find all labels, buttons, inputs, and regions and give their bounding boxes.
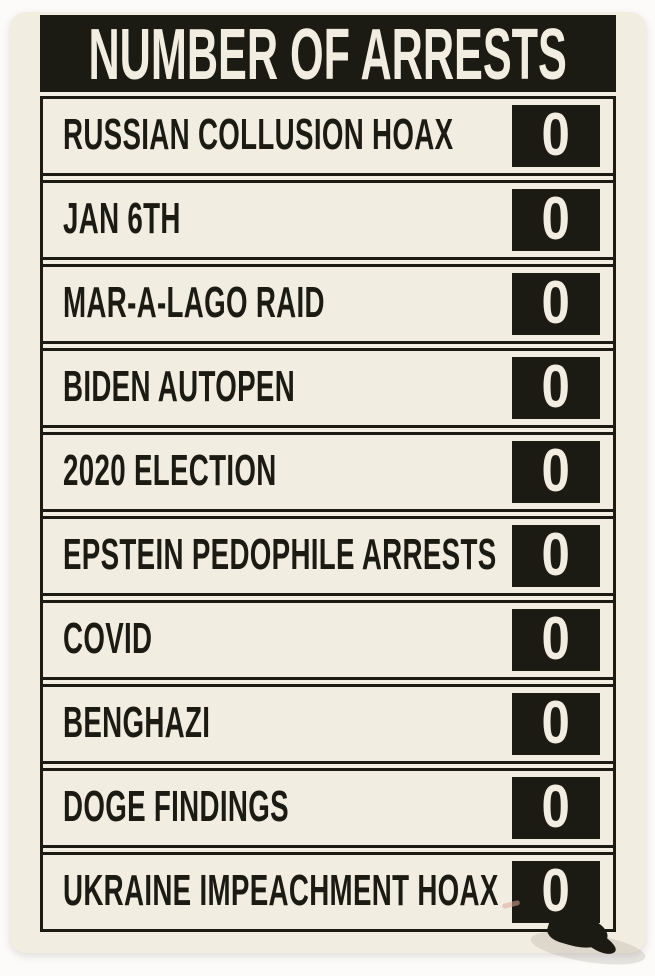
- row-value: 0: [541, 856, 571, 924]
- row-value-box: 0: [512, 352, 600, 420]
- row-label: COVID: [63, 614, 153, 664]
- table-body: RUSSIAN COLLUSION HOAX 0 JAN 6TH 0 MAR-A…: [40, 96, 616, 932]
- row-label: MAR-A-LAGO RAID: [63, 278, 325, 328]
- table-row: RUSSIAN COLLUSION HOAX 0: [43, 96, 613, 176]
- row-label: 2020 ELECTION: [63, 446, 277, 496]
- row-value-box: 0: [512, 268, 600, 336]
- row-value-box: 0: [512, 688, 600, 756]
- scoreboard-card: NUMBER OF ARRESTS RUSSIAN COLLUSION HOAX…: [10, 12, 648, 971]
- row-label: BIDEN AUTOPEN: [63, 362, 296, 412]
- arrests-table: NUMBER OF ARRESTS RUSSIAN COLLUSION HOAX…: [40, 15, 616, 932]
- table-header: NUMBER OF ARRESTS: [40, 15, 616, 92]
- row-label: EPSTEIN PEDOPHILE ARRESTS: [63, 530, 497, 580]
- row-label: UKRAINE IMPEACHMENT HOAX: [63, 866, 499, 916]
- table-row: 2020 ELECTION 0: [43, 432, 613, 512]
- row-value: 0: [541, 688, 571, 756]
- table-row: EPSTEIN PEDOPHILE ARRESTS 0: [43, 516, 613, 596]
- row-value: 0: [541, 100, 571, 168]
- table-row: COVID 0: [43, 600, 613, 680]
- row-value-box: 0: [512, 772, 600, 840]
- row-value: 0: [541, 772, 571, 840]
- row-label: BENGHAZI: [63, 698, 211, 748]
- table-row: UKRAINE IMPEACHMENT HOAX 0: [43, 852, 613, 932]
- table-row: DOGE FINDINGS 0: [43, 768, 613, 848]
- table-title: NUMBER OF ARRESTS: [88, 14, 568, 95]
- row-label: DOGE FINDINGS: [63, 782, 289, 832]
- table-row: BIDEN AUTOPEN 0: [43, 348, 613, 428]
- row-value-box: 0: [512, 100, 600, 168]
- row-value-box: 0: [512, 604, 600, 672]
- row-label: RUSSIAN COLLUSION HOAX: [63, 110, 454, 160]
- row-value-box: 0: [512, 184, 600, 252]
- row-label: JAN 6TH: [63, 194, 181, 244]
- row-value: 0: [541, 184, 571, 252]
- row-value: 0: [541, 436, 571, 504]
- row-value: 0: [541, 604, 571, 672]
- row-value: 0: [541, 520, 571, 588]
- table-row: BENGHAZI 0: [43, 684, 613, 764]
- table-row: JAN 6TH 0: [43, 180, 613, 260]
- row-value-box: 0: [512, 520, 600, 588]
- table-row: MAR-A-LAGO RAID 0: [43, 264, 613, 344]
- row-value: 0: [541, 268, 571, 336]
- row-value-box: 0: [512, 436, 600, 504]
- row-value: 0: [541, 352, 571, 420]
